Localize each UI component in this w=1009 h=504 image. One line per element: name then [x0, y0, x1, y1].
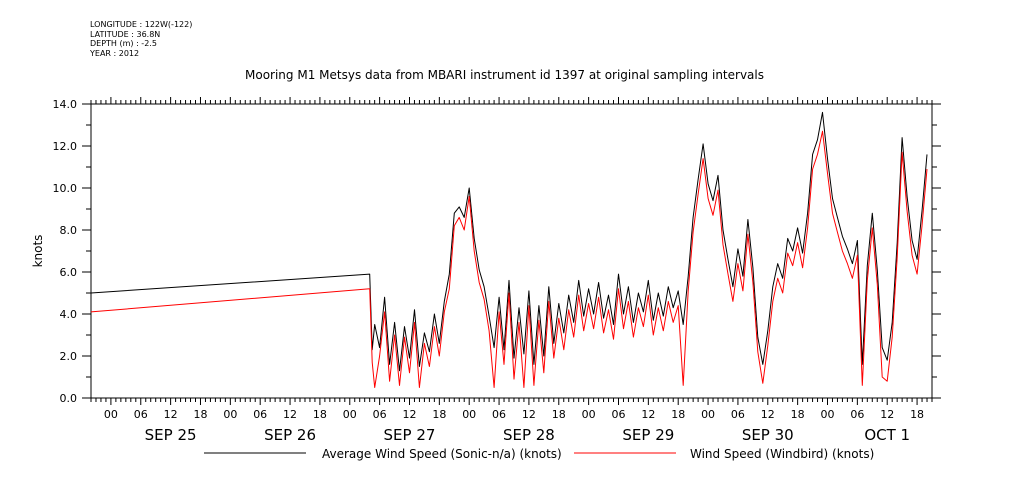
x-hour-tick-label: 12 [402, 408, 416, 421]
x-hour-tick-label: 18 [671, 408, 685, 421]
x-hour-tick-label: 06 [134, 408, 148, 421]
x-day-label: SEP 29 [622, 426, 674, 444]
x-hour-tick-label: 12 [164, 408, 178, 421]
x-day-label: SEP 30 [742, 426, 794, 444]
x-hour-tick-label: 06 [611, 408, 625, 421]
x-hour-tick-label: 06 [492, 408, 506, 421]
mooring-metadata: LONGITUDE : 122W(-122) LATITUDE : 36.8N … [90, 20, 192, 58]
x-hour-tick-label: 06 [850, 408, 864, 421]
depth-label: DEPTH (m) : -2.5 [90, 39, 157, 48]
y-tick-label: 6.0 [60, 266, 78, 279]
chart-axes: 0.0 2.0 4.0 6.0 8.0 10.0 12.0 14.0 00 06 12 18 00 06 1… [53, 97, 941, 444]
y-axis-label: knots [31, 235, 45, 268]
x-hour-tick-label: 12 [761, 408, 775, 421]
latitude-label: LATITUDE : 36.8N [90, 29, 161, 39]
x-hour-tick-label: 18 [791, 408, 805, 421]
y-tick-label: 14.0 [53, 98, 78, 111]
x-hour-tick-label: 18 [193, 408, 207, 421]
x-hour-tick-label: 18 [432, 408, 446, 421]
legend-label-windbird-wind-speed: Wind Speed (Windbird) (knots) [690, 447, 874, 461]
x-hour-tick-label: 00 [701, 408, 715, 421]
x-hour-tick-label: 18 [552, 408, 566, 421]
x-hour-tick-label: 12 [880, 408, 894, 421]
y-tick-label: 12.0 [53, 140, 78, 153]
plot-frame [90, 103, 933, 399]
x-hour-tick-label: 12 [283, 408, 297, 421]
x-day-label: SEP 26 [264, 426, 316, 444]
x-hour-tick-label: 00 [343, 408, 357, 421]
longitude-label: LONGITUDE : 122W(-122) [90, 20, 193, 29]
legend-label-average-wind-speed: Average Wind Speed (Sonic-n/a) (knots) [322, 447, 562, 461]
x-day-label: SEP 27 [384, 426, 436, 444]
x-day-label: SEP 28 [503, 426, 555, 444]
x-hour-tick-label: 18 [910, 408, 924, 421]
x-hour-tick-label: 12 [522, 408, 536, 421]
x-day-label: SEP 25 [145, 426, 197, 444]
series-layer [90, 111, 928, 388]
legend: Average Wind Speed (Sonic-n/a) (knots) W… [204, 447, 874, 461]
chart-title: Mooring M1 Metsys data from MBARI instru… [245, 68, 764, 82]
x-hour-tick-label: 06 [731, 408, 745, 421]
x-hour-tick-label: 00 [462, 408, 476, 421]
x-hour-tick-label: 00 [104, 408, 118, 421]
y-tick-label: 2.0 [60, 350, 78, 363]
x-hour-tick-label: 06 [253, 408, 267, 421]
year-label: YEAR : 2012 [90, 48, 140, 58]
x-hour-tick-label: 12 [641, 408, 655, 421]
x-hour-tick-label: 18 [313, 408, 327, 421]
x-day-label: OCT 1 [864, 426, 910, 444]
y-tick-label: 10.0 [53, 182, 78, 195]
x-hour-tick-label: 06 [373, 408, 387, 421]
x-hour-tick-label: 00 [582, 408, 596, 421]
series-line-average-wind-speed [90, 111, 928, 372]
x-hour-tick-label: 00 [223, 408, 237, 421]
y-tick-label: 0.0 [60, 392, 78, 405]
x-hour-tick-label: 00 [820, 408, 834, 421]
y-tick-label: 4.0 [60, 308, 78, 321]
y-tick-label: 8.0 [60, 224, 78, 237]
series-line-windbird-wind-speed [90, 130, 928, 388]
